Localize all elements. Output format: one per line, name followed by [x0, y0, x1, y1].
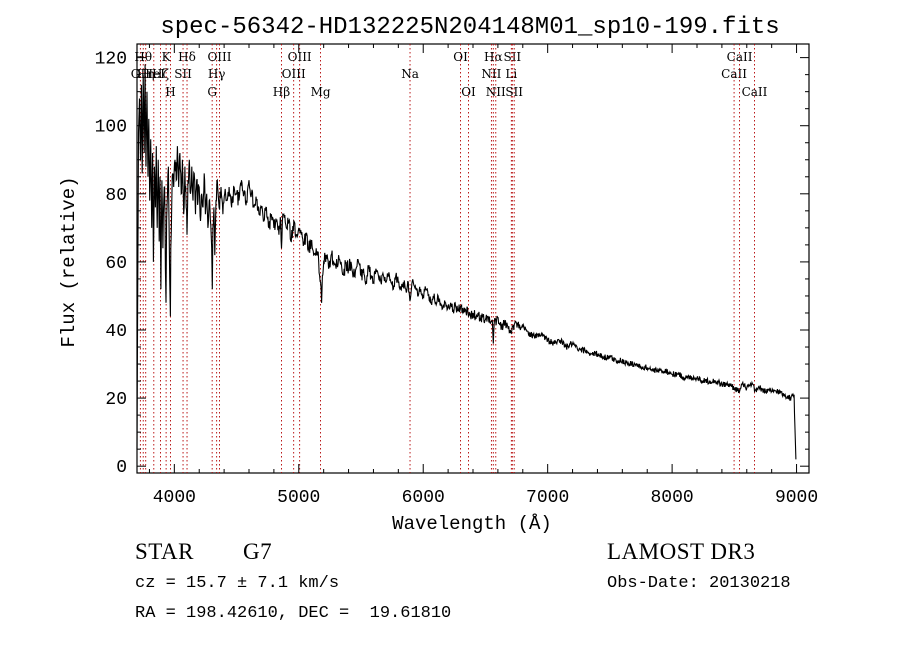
coordinates: RA = 198.42610, DEC = 19.61810 [135, 604, 452, 623]
y-axis-label: Flux (relative) [58, 176, 80, 347]
y-tick-label: 40 [105, 322, 127, 342]
line-marker-label: SII [503, 50, 521, 64]
line-marker-label: CaII [742, 85, 768, 99]
y-axis: 0 20 40 60 80 100 120 [95, 50, 809, 478]
chart-title: spec-56342-HD132225N204148M01_sp10-199.f… [160, 14, 779, 41]
x-tick-label: 4000 [153, 488, 196, 508]
object-class: STAR [135, 539, 194, 564]
y-tick-label: 80 [105, 186, 127, 206]
line-marker-label: NII [486, 85, 506, 99]
x-tick-label: 9000 [775, 488, 818, 508]
line-marker-label: Hβ [273, 85, 290, 99]
line-marker-label: Hδ [178, 50, 196, 64]
x-tick-label: 5000 [277, 488, 320, 508]
line-marker-label: Hγ [208, 67, 226, 81]
line-marker-label: OI [453, 50, 468, 64]
obs-date: Obs-Date: 20130218 [607, 574, 791, 593]
line-marker-label: K [162, 50, 172, 64]
y-tick-label: 0 [116, 458, 127, 478]
redshift-cz: cz = 15.7 ± 7.1 km/s [135, 574, 340, 593]
line-marker-label: CaII [721, 67, 747, 81]
y-tick-label: 100 [95, 118, 127, 138]
y-tick-label: 20 [105, 390, 127, 410]
line-marker-label: Mg [311, 85, 331, 99]
y-tick-label: 120 [95, 50, 127, 70]
line-marker-label: Na [401, 67, 419, 81]
line-marker-label: HeI [143, 67, 166, 81]
line-marker-label: G [207, 85, 217, 99]
x-axis: 4000 5000 6000 7000 8000 9000 [148, 44, 818, 508]
survey-name: LAMOST DR3 [607, 539, 756, 564]
line-marker-label: H [165, 85, 175, 99]
line-marker-label: Hζ [152, 67, 169, 81]
line-marker-label: NII [481, 67, 501, 81]
x-axis-label: Wavelength (Å) [392, 513, 552, 535]
line-markers: OIIHθHηHeIHζKHSIIHδGHγOIIIHβOIIIOIIIMgNa… [131, 44, 768, 473]
line-marker-label: OIII [288, 50, 312, 64]
line-marker-label: Li [505, 67, 517, 81]
x-tick-label: 6000 [402, 488, 445, 508]
line-marker-label: OI [461, 85, 476, 99]
line-marker-label: Hθ [134, 50, 152, 64]
line-marker-label: SII [505, 85, 523, 99]
line-marker-label: CaII [727, 50, 753, 64]
x-tick-label: 8000 [651, 488, 694, 508]
y-tick-label: 60 [105, 254, 127, 274]
line-marker-label: SII [174, 67, 192, 81]
spectrum-line [136, 64, 797, 460]
line-marker-label: OIII [207, 50, 231, 64]
subclass: G7 [243, 539, 273, 564]
line-marker-label: Hα [484, 50, 503, 64]
plot-frame [136, 43, 810, 474]
line-marker-label: OIII [282, 67, 306, 81]
x-tick-label: 7000 [526, 488, 569, 508]
